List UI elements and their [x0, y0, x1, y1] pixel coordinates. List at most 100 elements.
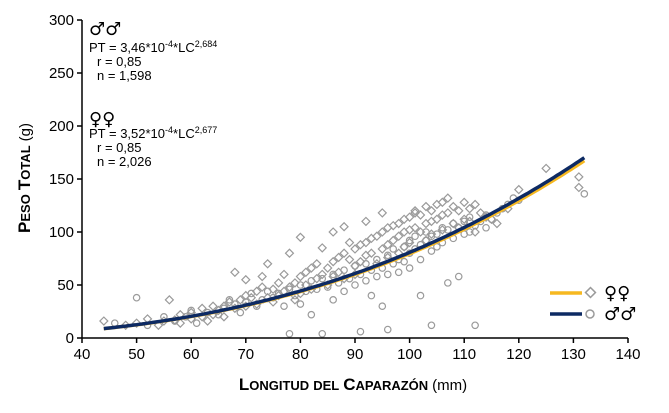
female-point-diamond	[273, 278, 284, 288]
female-point-diamond	[301, 267, 311, 278]
male-equation-exp1: -4	[165, 39, 173, 49]
male-point-circle	[236, 308, 245, 317]
female-point-diamond	[470, 199, 480, 210]
female-point-diamond	[470, 227, 480, 237]
female-point-diamond	[257, 282, 267, 292]
x-tick-label: 80	[292, 346, 309, 363]
male-point-circle	[433, 230, 441, 238]
male-point-circle	[411, 232, 419, 241]
female-point-diamond	[339, 248, 349, 259]
male-point-circle	[394, 268, 403, 277]
male-equation: PT = 3,46*10-4*LC2,684	[89, 39, 217, 55]
x-tick-label: 50	[128, 346, 145, 363]
female-point-diamond	[257, 271, 267, 282]
x-axis-ticks: 40 50 60 70 80 90 100 110 120 130 140	[74, 338, 641, 363]
male-symbol: ♂♂	[89, 19, 121, 40]
female-point-diamond	[443, 208, 453, 218]
male-point-circle	[482, 223, 490, 232]
male-point-circle	[225, 296, 234, 304]
female-point-diamond	[284, 248, 295, 259]
legend-marker-female	[584, 286, 597, 299]
y-tick-label: 0	[66, 330, 74, 347]
female-point-diamond	[421, 201, 431, 212]
male-point-circle	[329, 296, 337, 304]
female-point-diamond	[202, 316, 213, 326]
male-point-circle	[405, 236, 414, 245]
male-point-circle	[373, 272, 381, 281]
female-equation-exp1: -4	[165, 125, 173, 135]
female-n: n = 2,026	[97, 154, 152, 169]
x-tick-label: 90	[347, 346, 364, 363]
female-annotation: ♀♀ PT = 3,52*10-4*LC2,677 r = 0,85 n = 2…	[89, 109, 217, 169]
female-point-diamond	[443, 193, 453, 203]
male-point-circle	[356, 327, 365, 336]
y-title-small-otal: OTAL	[18, 145, 33, 179]
female-point-diamond	[437, 197, 448, 208]
male-equation-prefix: PT = 3,46*10	[89, 40, 165, 55]
female-point-diamond	[574, 182, 584, 193]
female-point-diamond	[574, 172, 584, 182]
x-title-unit: (mm)	[432, 377, 467, 394]
female-point-diamond	[361, 216, 371, 227]
male-n: n = 1,598	[97, 68, 152, 83]
female-point-diamond	[366, 248, 377, 259]
male-point-circle	[351, 281, 359, 289]
female-point-diamond	[388, 235, 399, 246]
male-point-circle	[400, 257, 408, 266]
male-point-circle	[340, 266, 348, 274]
y-tick-label: 100	[49, 224, 74, 241]
female-point-diamond	[328, 256, 338, 267]
female-point-diamond	[339, 221, 349, 232]
y-title-small-eso: ESO	[18, 194, 33, 221]
female-point-diamond	[301, 280, 311, 290]
x-tick-label: 70	[237, 346, 254, 363]
female-point-diamond	[459, 197, 470, 208]
y-title-cap-t: T	[15, 179, 34, 190]
female-equation: PT = 3,52*10-4*LC2,677	[89, 125, 217, 141]
male-point-circle	[465, 228, 474, 236]
male-point-circle	[247, 289, 256, 298]
male-point-circle	[383, 251, 392, 260]
male-point-circle	[427, 247, 436, 255]
male-point-circle	[383, 270, 392, 279]
female-point-diamond	[99, 316, 109, 326]
female-point-diamond	[541, 163, 551, 174]
male-point-circle	[465, 213, 474, 221]
female-point-diamond	[208, 301, 218, 312]
male-point-circle	[580, 190, 589, 198]
y-tick-label: 250	[49, 65, 74, 82]
male-point-circle	[416, 291, 425, 300]
male-fit-curve	[103, 156, 586, 331]
male-point-circle	[460, 217, 469, 226]
male-annotation: ♂♂ PT = 3,46*10-4*LC2,684 r = 0,85 n = 1…	[89, 19, 217, 83]
y-axis-ticks: 0 50 100 150 200 250 300	[49, 12, 82, 347]
female-point-diamond	[448, 201, 459, 212]
male-point-circle	[367, 291, 376, 300]
female-point-diamond	[372, 231, 382, 242]
female-equation-mid: *LC	[173, 126, 195, 141]
y-tick-label: 300	[49, 12, 74, 29]
legend-marker-male	[585, 309, 595, 319]
male-point-circle	[422, 228, 430, 236]
y-title-unit: (g)	[17, 123, 34, 141]
female-equation-exp2: 2,677	[195, 125, 218, 135]
y-axis-title: PESO TOTAL (g)	[15, 123, 34, 233]
female-point-diamond	[393, 231, 404, 242]
female-point-diamond	[344, 254, 355, 265]
female-point-diamond	[361, 237, 371, 248]
x-title-small-aparazon: APARAZÓN	[355, 378, 428, 393]
female-point-diamond	[437, 225, 448, 235]
female-point-diamond	[410, 222, 420, 233]
female-point-diamond	[382, 239, 393, 250]
female-point-diamond	[230, 267, 240, 278]
female-point-diamond	[295, 232, 306, 243]
x-title-small-ongitud: ONGITUD	[249, 378, 309, 393]
legend-symbol-female: ♀♀	[604, 283, 630, 304]
female-point-diamond	[197, 303, 207, 314]
female-point-diamond	[393, 218, 404, 229]
female-point-diamond	[404, 237, 415, 248]
female-point-diamond	[410, 205, 420, 216]
male-point-circle	[444, 226, 452, 234]
male-point-circle	[263, 287, 272, 296]
male-point-circle	[383, 325, 392, 334]
